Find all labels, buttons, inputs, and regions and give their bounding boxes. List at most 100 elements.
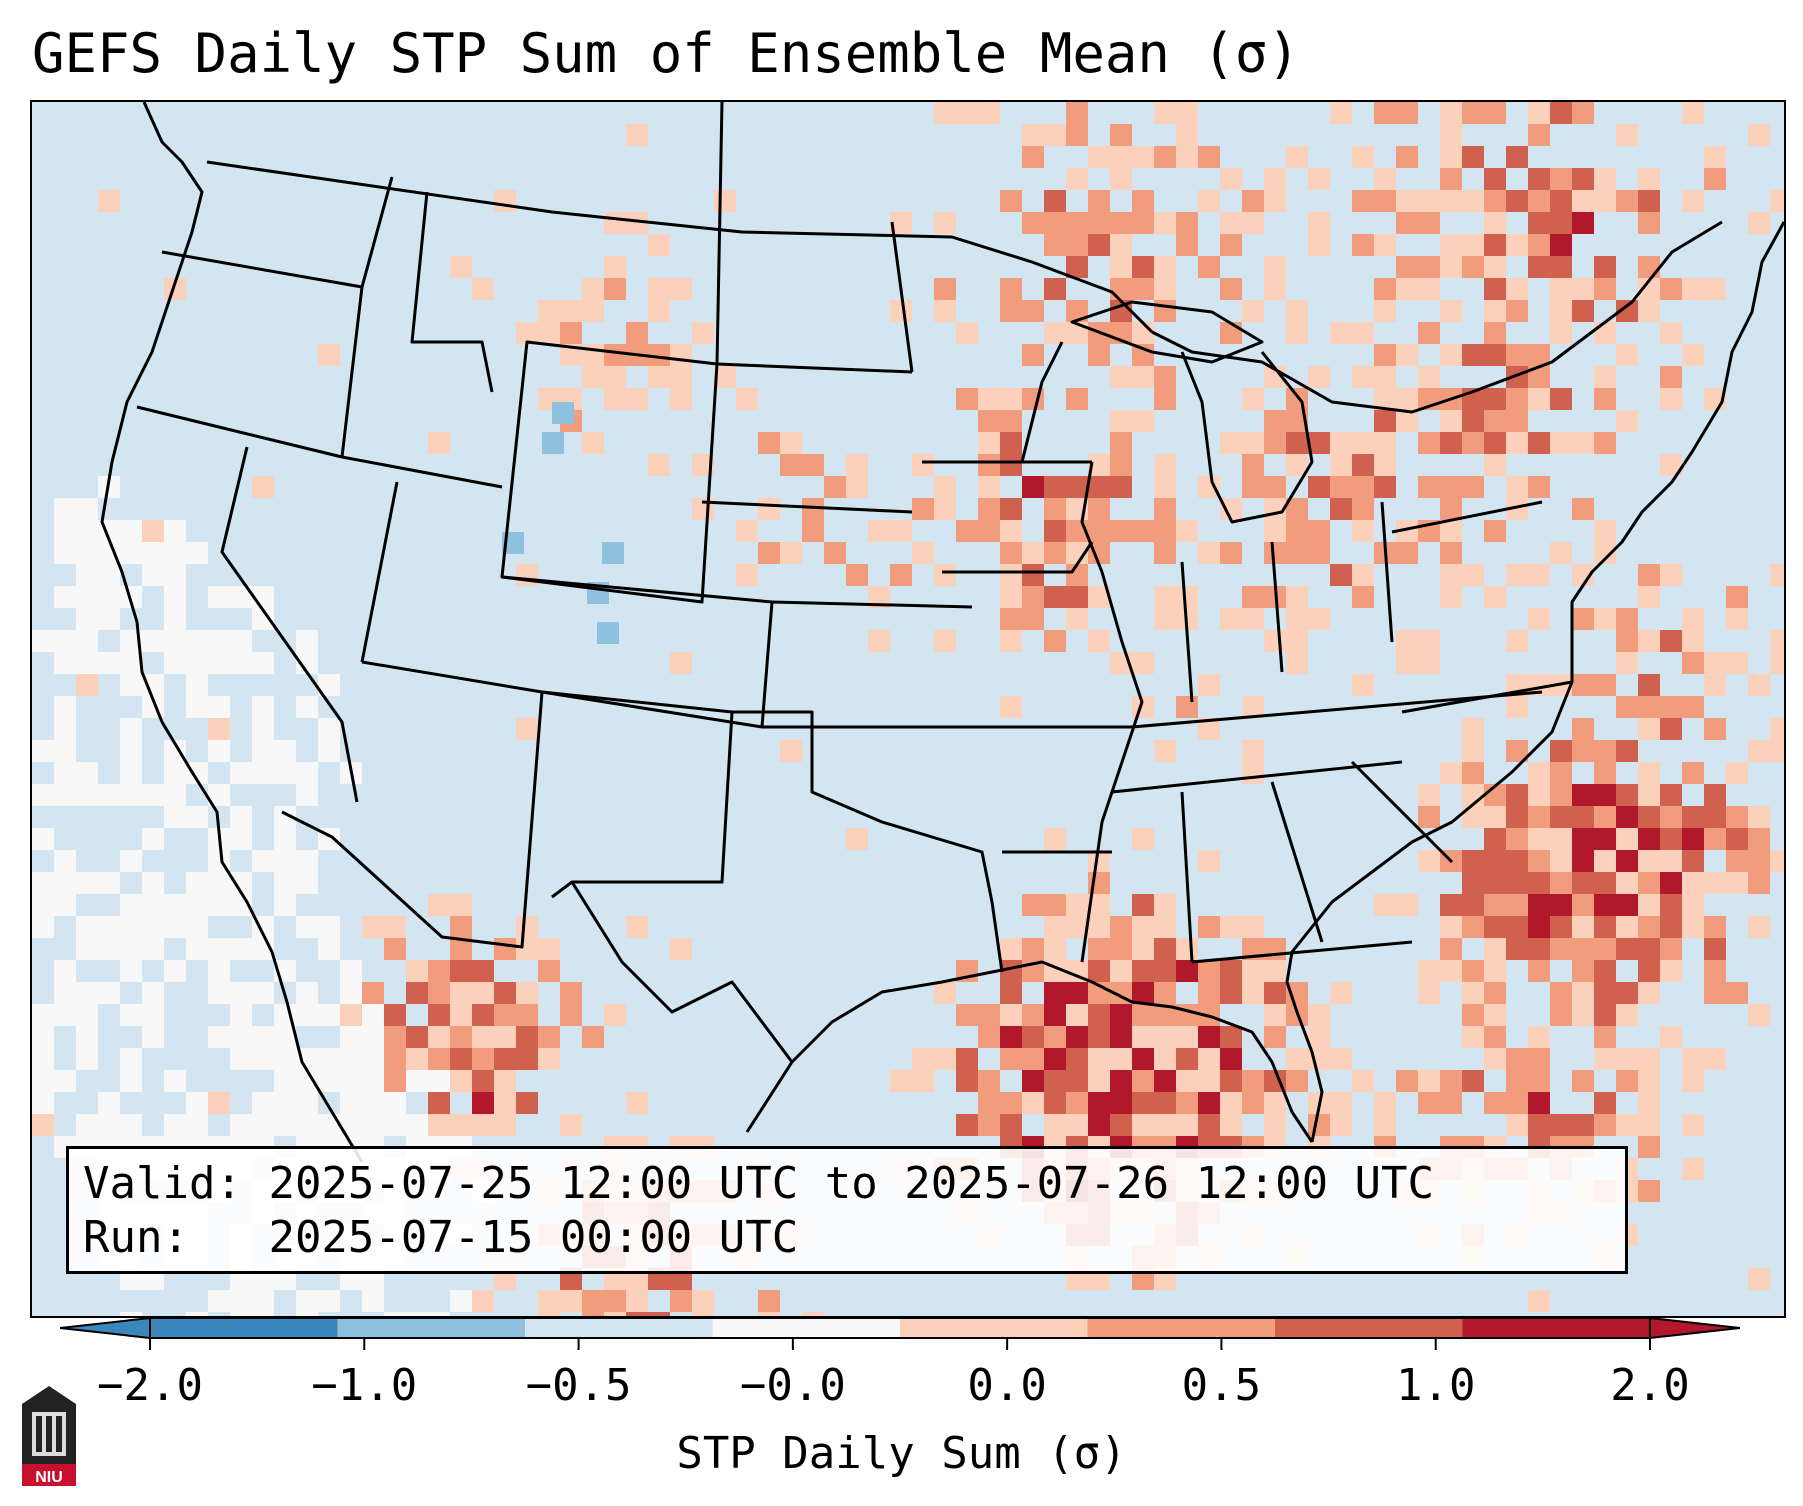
stp-cell: [362, 982, 384, 1004]
ia-mo-border: [942, 541, 1094, 574]
stp-cell: [1462, 740, 1484, 762]
stp-cell: [538, 938, 560, 960]
stp-cell: [956, 322, 978, 344]
stp-cell: [1594, 1092, 1616, 1114]
stp-cell: [1528, 938, 1550, 960]
stp-cell: [1550, 234, 1572, 256]
stp-cell: [1264, 1004, 1286, 1026]
stp-cell: [1550, 872, 1572, 894]
stp-cell: [1374, 476, 1396, 498]
stp-cell: [1418, 278, 1440, 300]
stp-cell: [1484, 190, 1506, 212]
stp-cell: [1748, 828, 1770, 850]
stp-cell: [1528, 1070, 1550, 1092]
stp-cell: [1418, 432, 1440, 454]
stp-cell: [516, 982, 538, 1004]
stp-cell: [1638, 850, 1660, 872]
stp-cell: [1506, 278, 1528, 300]
stp-cell: [1242, 916, 1264, 938]
stp-cell: [1308, 212, 1330, 234]
stp-cell: [516, 322, 538, 344]
stp-cell: [1154, 366, 1176, 388]
stp-cell: [1396, 630, 1418, 652]
sd-ne-border: [701, 500, 913, 514]
stp-cell: [1748, 850, 1770, 872]
stp-cell: [186, 938, 208, 960]
stp-cell: [186, 762, 208, 784]
stp-cell: [1616, 1048, 1638, 1070]
stp-cell: [164, 1114, 186, 1136]
stp-cell: [1374, 388, 1396, 410]
stp-cell: [274, 850, 296, 872]
stp-cell: [1286, 542, 1308, 564]
stp-cell: [1352, 586, 1374, 608]
stp-cell: [1638, 1180, 1660, 1202]
stp-cell: [186, 872, 208, 894]
stp-cell: [450, 894, 472, 916]
stp-cell: [1154, 982, 1176, 1004]
stp-cell: [1308, 1026, 1330, 1048]
stp-cell: [780, 740, 802, 762]
stp-cell: [1022, 300, 1044, 322]
tx-border: [570, 881, 794, 1063]
stp-cell: [472, 1070, 494, 1092]
stp-cell: [560, 1290, 582, 1312]
stp-cell: [318, 1290, 340, 1312]
stp-cell: [1506, 872, 1528, 894]
ga-fl-border: [1191, 940, 1413, 964]
stp-cell: [1528, 1048, 1550, 1070]
stp-cell: [538, 300, 560, 322]
map-panel[interactable]: [30, 100, 1786, 1318]
stp-cell: [1506, 344, 1528, 366]
stp-cell: [494, 1004, 516, 1026]
stp-cell: [1374, 1092, 1396, 1114]
stp-cell: [120, 718, 142, 740]
stp-cell-negative: [597, 622, 619, 644]
stp-cell: [1132, 366, 1154, 388]
stp-cell: [340, 982, 362, 1004]
stp-cell: [1176, 696, 1198, 718]
stp-cell: [1726, 762, 1748, 784]
stp-cell: [780, 542, 802, 564]
stp-cell: [76, 938, 98, 960]
stp-cell: [406, 1070, 428, 1092]
stp-cell: [1704, 674, 1726, 696]
stp-cell: [1770, 652, 1784, 674]
stp-cell: [1572, 190, 1594, 212]
stp-cell: [384, 1312, 406, 1316]
stp-cell: [120, 960, 142, 982]
stp-cell: [54, 1070, 76, 1092]
stp-cell: [516, 718, 538, 740]
stp-cell: [1528, 894, 1550, 916]
stp-cell: [934, 564, 956, 586]
stp-cell: [1638, 828, 1660, 850]
stp-cell: [1440, 542, 1462, 564]
stp-cell: [1462, 410, 1484, 432]
stp-cell: [1352, 432, 1374, 454]
stp-cell: [494, 1026, 516, 1048]
stp-cell: [1638, 806, 1660, 828]
stp-cell: [1154, 300, 1176, 322]
stp-cell: [1220, 1114, 1242, 1136]
stp-cell: [1418, 366, 1440, 388]
stp-cell: [1572, 212, 1594, 234]
stp-cell: [428, 1092, 450, 1114]
stp-cell: [1396, 278, 1418, 300]
stp-cell: [208, 718, 230, 740]
stp-cell: [318, 1048, 340, 1070]
stp-cell: [1154, 520, 1176, 542]
stp-cell: [934, 982, 956, 1004]
stp-cell: [318, 916, 340, 938]
stp-cell: [824, 476, 846, 498]
stp-cell: [1660, 278, 1682, 300]
stp-cell: [1748, 1004, 1770, 1026]
stp-cell: [1286, 1048, 1308, 1070]
stp-cell: [1616, 1004, 1638, 1026]
stp-cell: [582, 1026, 604, 1048]
stp-cell: [1308, 234, 1330, 256]
stp-cell: [1484, 278, 1506, 300]
stp-cell: [714, 366, 736, 388]
stp-cell: [54, 960, 76, 982]
stp-cell: [1110, 960, 1132, 982]
colorbar-tick-label: 0.5: [1181, 1360, 1262, 1411]
